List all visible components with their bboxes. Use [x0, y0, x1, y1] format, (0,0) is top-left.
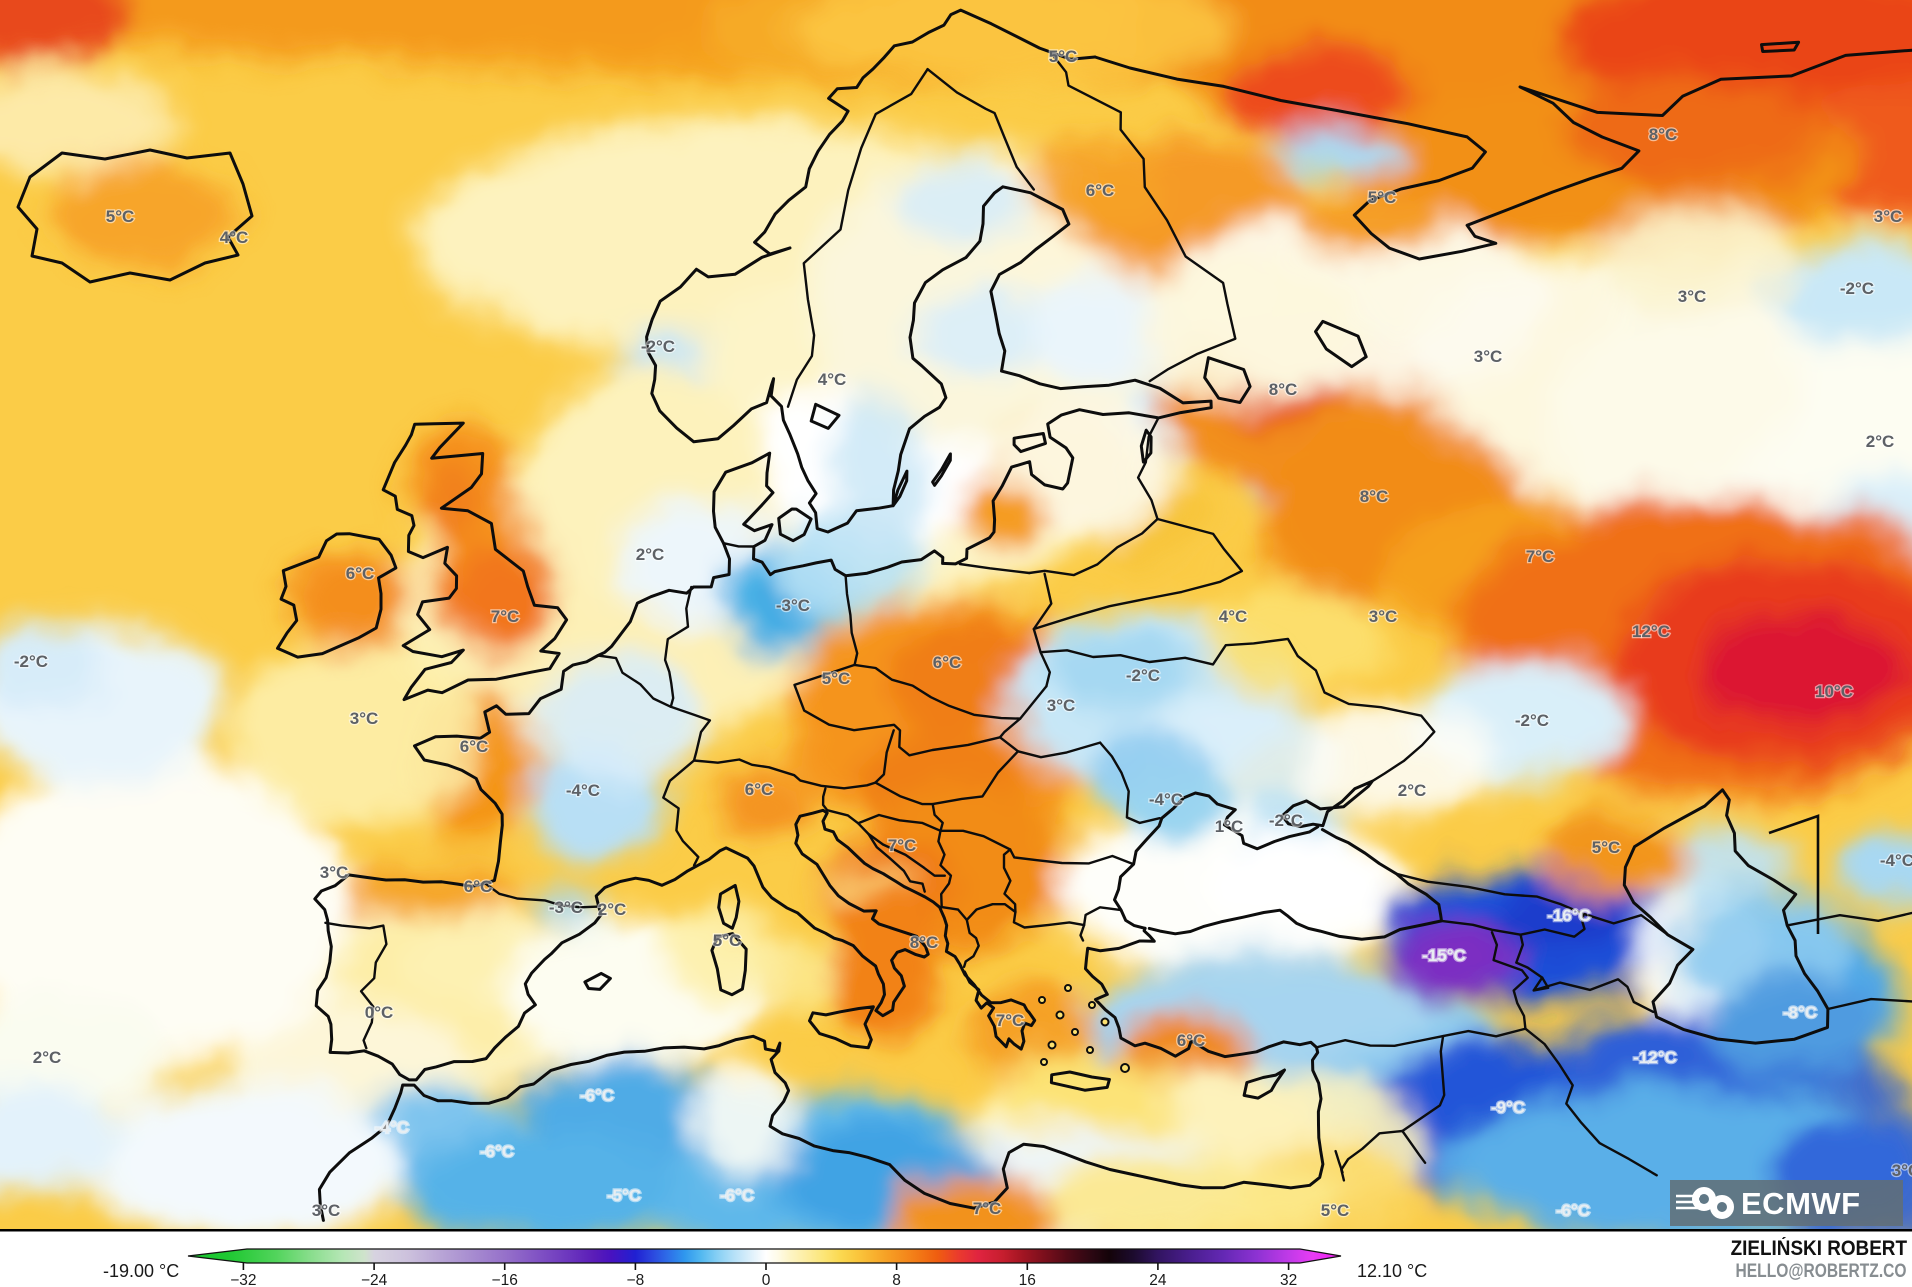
svg-text:6°C: 6°C: [1086, 181, 1115, 200]
svg-text:-4°C: -4°C: [1880, 851, 1912, 870]
svg-text:32: 32: [1280, 1272, 1297, 1287]
svg-text:3°C: 3°C: [1892, 1161, 1912, 1180]
svg-text:6°C: 6°C: [1177, 1031, 1206, 1050]
svg-text:-2°C: -2°C: [1126, 666, 1160, 685]
svg-text:7°C: 7°C: [996, 1011, 1025, 1030]
svg-text:5°C: 5°C: [106, 207, 135, 226]
svg-text:-6°C: -6°C: [580, 1086, 614, 1105]
svg-text:12°C: 12°C: [1632, 622, 1670, 641]
svg-text:1°C: 1°C: [1215, 817, 1244, 836]
svg-text:-6°C: -6°C: [720, 1186, 754, 1205]
svg-text:24: 24: [1149, 1272, 1167, 1287]
svg-text:3°C: 3°C: [350, 709, 379, 728]
svg-text:−16: −16: [492, 1272, 518, 1287]
svg-text:5°C: 5°C: [1368, 188, 1397, 207]
svg-text:6°C: 6°C: [460, 737, 489, 756]
svg-text:-2°C: -2°C: [1515, 711, 1549, 730]
svg-text:3°C: 3°C: [1047, 696, 1076, 715]
svg-text:3°C: 3°C: [312, 1201, 341, 1220]
svg-text:−24: −24: [361, 1272, 388, 1287]
svg-text:6°C: 6°C: [745, 780, 774, 799]
svg-text:5°C: 5°C: [713, 931, 742, 950]
svg-text:5°C: 5°C: [1592, 838, 1621, 857]
svg-text:2°C: 2°C: [598, 900, 627, 919]
svg-text:16: 16: [1019, 1272, 1036, 1287]
svg-text:10°C: 10°C: [1815, 682, 1853, 701]
svg-text:7°C: 7°C: [973, 1199, 1002, 1218]
svg-text:2°C: 2°C: [1398, 781, 1427, 800]
svg-text:ECMWF: ECMWF: [1741, 1186, 1861, 1221]
svg-text:4°C: 4°C: [220, 228, 249, 247]
svg-text:−32: −32: [230, 1272, 256, 1287]
svg-text:8°C: 8°C: [1649, 125, 1678, 144]
svg-text:2°C: 2°C: [1866, 432, 1895, 451]
svg-text:-16°C: -16°C: [1547, 906, 1591, 925]
svg-text:-12°C: -12°C: [1633, 1048, 1677, 1067]
svg-text:-6°C: -6°C: [480, 1142, 514, 1161]
svg-text:8: 8: [892, 1272, 901, 1287]
svg-text:-3°C: -3°C: [549, 898, 583, 917]
svg-text:8°C: 8°C: [1269, 380, 1298, 399]
svg-text:8°C: 8°C: [1360, 487, 1389, 506]
svg-text:3°C: 3°C: [320, 863, 349, 882]
svg-text:-3°C: -3°C: [776, 596, 810, 615]
svg-text:-5°C: -5°C: [607, 1186, 641, 1205]
svg-text:7°C: 7°C: [1526, 547, 1555, 566]
svg-text:-6°C: -6°C: [1556, 1201, 1590, 1220]
svg-text:2°C: 2°C: [33, 1048, 62, 1067]
svg-text:5°C: 5°C: [822, 669, 851, 688]
svg-text:-2°C: -2°C: [14, 652, 48, 671]
svg-text:-9°C: -9°C: [1491, 1098, 1525, 1117]
svg-text:6°C: 6°C: [464, 877, 493, 896]
svg-text:7°C: 7°C: [491, 607, 520, 626]
svg-text:5°C: 5°C: [1049, 47, 1078, 66]
svg-text:-2°C: -2°C: [1840, 279, 1874, 298]
svg-text:-2°C: -2°C: [1269, 811, 1303, 830]
svg-text:3°C: 3°C: [1474, 347, 1503, 366]
svg-text:6°C: 6°C: [933, 653, 962, 672]
svg-text:-15°C: -15°C: [1422, 946, 1466, 965]
svg-text:5°C: 5°C: [1321, 1201, 1350, 1220]
svg-text:-4°C: -4°C: [566, 781, 600, 800]
svg-text:6°C: 6°C: [346, 564, 375, 583]
svg-text:−8: −8: [627, 1272, 645, 1287]
svg-text:4°C: 4°C: [818, 370, 847, 389]
svg-text:7°C: 7°C: [888, 836, 917, 855]
svg-text:0°C: 0°C: [365, 1003, 394, 1022]
svg-text:-4°C: -4°C: [1149, 790, 1183, 809]
svg-text:-2°C: -2°C: [641, 337, 675, 356]
svg-text:-8°C: -8°C: [1783, 1003, 1817, 1022]
svg-text:3°C: 3°C: [1678, 287, 1707, 306]
svg-text:2°C: 2°C: [636, 545, 665, 564]
svg-text:3°C: 3°C: [1874, 207, 1903, 226]
svg-text:0: 0: [762, 1272, 771, 1287]
svg-text:3°C: 3°C: [1369, 607, 1398, 626]
svg-text:4°C: 4°C: [1219, 607, 1248, 626]
svg-text:-4°C: -4°C: [375, 1118, 409, 1137]
svg-text:8°C: 8°C: [910, 933, 939, 952]
